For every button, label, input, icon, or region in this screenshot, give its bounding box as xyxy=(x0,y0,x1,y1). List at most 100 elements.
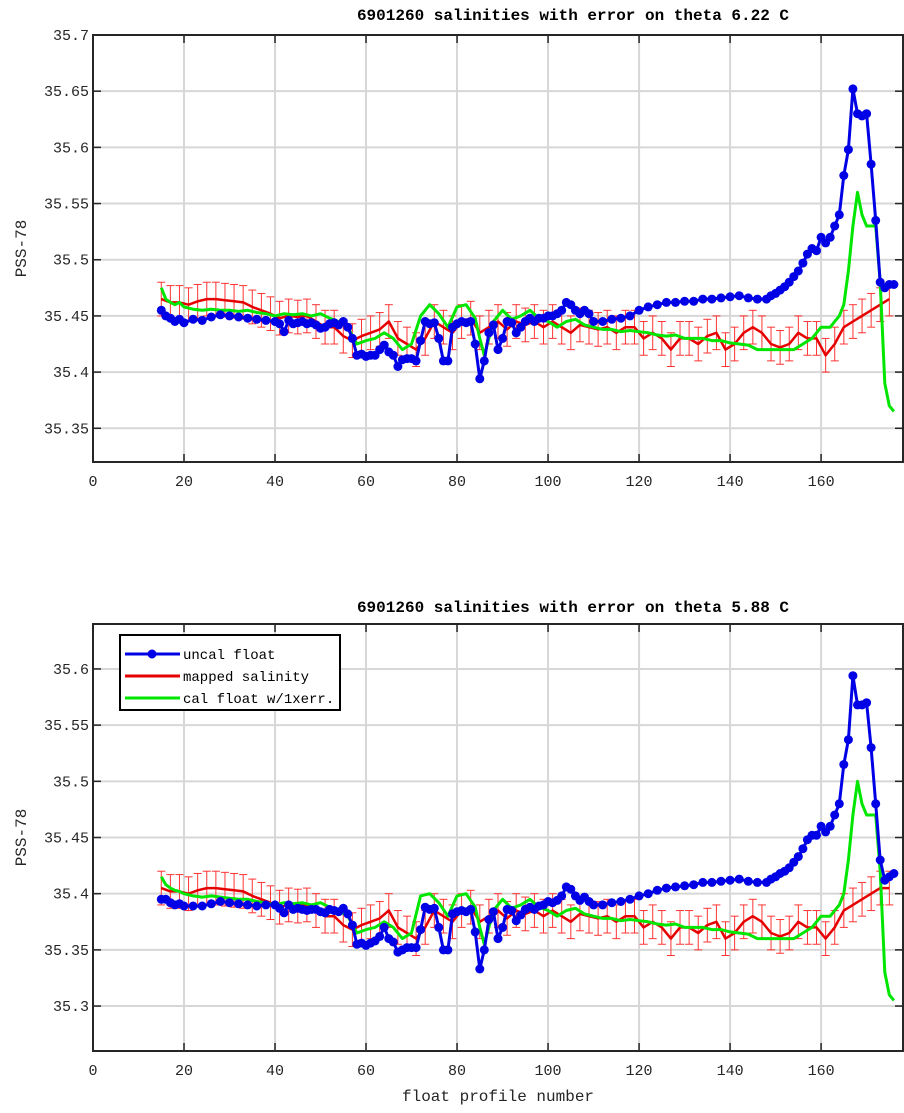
chart-top-uncal-point xyxy=(589,317,599,326)
chart-bottom-ytick-label: 35.45 xyxy=(44,831,89,848)
chart-top-uncal-point xyxy=(411,356,421,366)
chart-top-uncal-point xyxy=(707,294,717,304)
chart-top-uncal-point xyxy=(484,328,494,338)
chart-top-uncal-point xyxy=(443,356,453,366)
chart-top-xtick-label: 120 xyxy=(626,474,653,491)
chart-bottom-uncal-point xyxy=(466,904,476,914)
chart-top-uncal-point xyxy=(206,312,216,322)
chart-top-frame xyxy=(92,34,904,463)
chart-bottom-uncal-point xyxy=(470,927,480,937)
chart-top-plot xyxy=(156,84,899,413)
chart-bottom-uncal-point xyxy=(498,922,508,932)
chart-top-uncal-point xyxy=(379,340,389,350)
chart-bottom-uncal-point xyxy=(634,891,644,901)
chart-top-uncal-point xyxy=(493,345,503,355)
chart-bottom-uncal-point xyxy=(830,810,840,820)
chart-bottom-ylabel: PSS-78 xyxy=(13,809,31,867)
chart-bottom-uncal-point xyxy=(557,891,567,901)
legend-label-mapped: mapped salinity xyxy=(183,670,309,686)
chart-top-uncal-point xyxy=(598,317,608,326)
chart-top-uncal-point xyxy=(725,292,735,302)
chart-bottom-uncal-point xyxy=(866,743,876,753)
chart-top-uncal-point xyxy=(752,294,762,304)
chart-top-uncal-point xyxy=(871,215,881,225)
chart-bottom-ytick-label: 35.55 xyxy=(44,718,89,735)
chart-top-uncal-point xyxy=(498,333,508,343)
legend: uncal float mapped salinity cal float w/1x… xyxy=(119,634,341,711)
chart-top-uncal-point xyxy=(866,159,876,169)
chart-top-uncal-point xyxy=(793,266,803,276)
chart-top-uncal-point xyxy=(275,319,285,329)
chart-bottom-uncal-point xyxy=(862,698,872,708)
chart-bottom-uncal-point xyxy=(707,877,717,887)
chart-top-uncal-point xyxy=(188,314,198,324)
chart-top-uncal-point xyxy=(689,296,699,306)
chart-bottom-uncal-point xyxy=(375,931,385,941)
chart-bottom-uncal-point xyxy=(643,889,653,899)
chart-top-uncal-point xyxy=(347,333,357,343)
chart-top: 6901260 salinities with error on theta 6… xyxy=(13,7,904,491)
chart-bottom-uncal-point xyxy=(889,869,899,878)
chart-bottom-uncal-point xyxy=(507,906,517,915)
chart-bottom-uncal-point xyxy=(197,901,207,911)
chart-bottom-uncal-point xyxy=(484,915,494,924)
chart-top-uncal-point xyxy=(393,362,403,371)
chart-top-uncal-point xyxy=(652,300,662,310)
chart-top-uncal-point xyxy=(830,221,840,231)
legend-marker-uncal xyxy=(147,649,157,659)
chart-top-xtick-label: 20 xyxy=(175,474,193,491)
chart-bottom-uncal-point xyxy=(680,881,690,891)
chart-top-uncal-point xyxy=(479,356,489,366)
chart-top-uncal-point xyxy=(252,314,262,324)
chart-top-uncal-point xyxy=(557,305,567,315)
chart-top-uncal-point xyxy=(812,246,821,256)
chart-top-uncal-point xyxy=(680,296,690,306)
chart-top-uncal-point xyxy=(488,320,498,330)
chart-top-uncal-point xyxy=(848,84,858,94)
chart-bottom-uncal-point xyxy=(347,920,357,930)
chart-top-uncal-point xyxy=(616,313,626,323)
chart-top-uncal-point xyxy=(466,317,476,326)
chart-bottom-xtick-label: 0 xyxy=(88,1063,97,1080)
chart-bottom-xlabel: float profile number xyxy=(402,1088,594,1106)
chart-bottom-uncal-point xyxy=(479,945,489,955)
chart-bottom-uncal-point xyxy=(379,922,389,932)
chart-bottom-uncal-point xyxy=(698,877,708,887)
chart-bottom-uncal-point xyxy=(215,897,225,906)
chart-top-uncal-point xyxy=(625,311,635,321)
chart-bottom-uncal-point xyxy=(689,880,699,890)
chart-bottom-ytick-label: 35.5 xyxy=(53,774,89,791)
chart-bottom-uncal-point xyxy=(475,964,485,974)
chart-top-uncal-point xyxy=(607,314,617,324)
chart-top-ytick-label: 35.35 xyxy=(44,421,89,438)
chart-top-uncal-point xyxy=(834,210,844,220)
chart-bottom-grid xyxy=(93,624,903,1051)
chart-bottom-ytick-label: 35.3 xyxy=(53,999,89,1016)
chart-bottom-ytick-label: 35.35 xyxy=(44,943,89,960)
chart-bottom-xtick-label: 80 xyxy=(448,1063,466,1080)
chart-top-uncal-point xyxy=(839,171,849,180)
chart-bottom-uncal-point xyxy=(743,876,753,886)
chart-bottom-xtick-label: 20 xyxy=(175,1063,193,1080)
chart-top-uncal-point xyxy=(475,374,485,384)
chart-bottom-uncal-point xyxy=(261,900,271,910)
chart-bottom-uncal-point xyxy=(752,877,762,887)
chart-top-uncal-point xyxy=(862,109,872,119)
chart-top-uncal-point xyxy=(889,280,899,289)
chart-top-xtick-label: 80 xyxy=(448,474,466,491)
chart-top-ytick-label: 35.6 xyxy=(53,140,89,157)
chart-top-uncal-point xyxy=(215,310,225,320)
chart-bottom-uncal-point xyxy=(225,898,234,908)
chart-top-ytick-label: 35.4 xyxy=(53,365,89,382)
chart-top-title: 6901260 salinities with error on theta 6… xyxy=(357,7,789,25)
chart-top-uncal-point xyxy=(584,309,594,319)
chart-top-ytick-label: 35.65 xyxy=(44,84,89,101)
chart-bottom-uncal-point xyxy=(206,899,216,909)
chart-bottom-uncal-point xyxy=(725,875,735,885)
chart-bottom-uncal-point xyxy=(616,897,626,906)
chart-bottom-uncal-point xyxy=(625,894,635,904)
chart-top-ytick-label: 35.5 xyxy=(53,253,89,270)
chart-bottom-uncal-point xyxy=(188,901,198,911)
chart-bottom-uncal-point xyxy=(798,844,808,854)
